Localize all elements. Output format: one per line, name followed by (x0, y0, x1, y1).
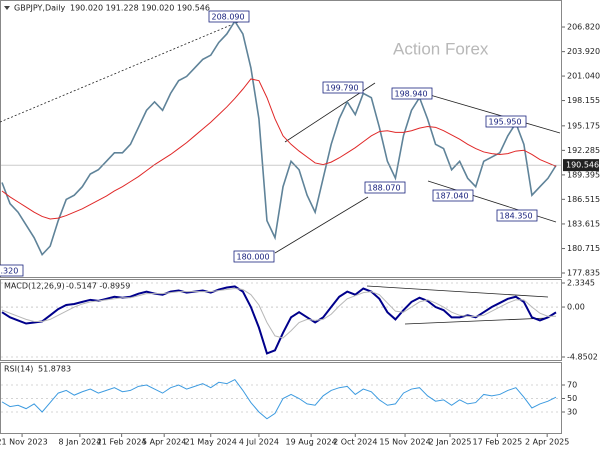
annotation-label: 199.790 (326, 84, 359, 93)
annotation-box (391, 87, 433, 100)
y-tick-label: 30 (567, 408, 577, 417)
x-tick-label: 17 Feb 2025 (472, 438, 522, 447)
chart-title: GBPJPY,Daily (14, 4, 65, 13)
y-tick-label: 50 (567, 394, 577, 403)
y-tick-label: 192.285 (567, 146, 600, 155)
series-line (1, 378, 557, 420)
x-tick-label: 21 Nov 2023 (0, 438, 48, 447)
annotation-label: 188.070 (368, 184, 401, 193)
annotation-box (496, 209, 538, 222)
x-tick-label: 2 Apr 2025 (525, 438, 569, 447)
macd-values: -0.5147 -0.8959 (66, 282, 130, 291)
y-tick-label: 2.3345 (567, 279, 595, 288)
trendline (274, 196, 369, 254)
annotation-box (0, 264, 24, 277)
rsi-panel (0, 362, 562, 434)
annotation-box (485, 115, 527, 128)
series-line (1, 19, 557, 257)
trendline (404, 317, 549, 325)
trendline (366, 285, 549, 298)
ohlc-values: 190.020 191.228 190.020 190.546 (70, 4, 210, 13)
rsi-title: RSI(14) (4, 365, 33, 374)
x-tick-label: 19 Aug 2024 (285, 438, 336, 447)
y-tick-label: 195.175 (567, 121, 600, 130)
current-price-box (563, 159, 599, 172)
annotation-label: 195.950 (489, 118, 522, 127)
x-tick-label: 8 Jan 2024 (58, 438, 101, 447)
series-line (1, 288, 557, 339)
macd-title: MACD(12,26,9) (4, 282, 65, 291)
macd-panel (0, 279, 562, 361)
series-line (1, 78, 557, 220)
y-tick-label: 186.515 (567, 195, 600, 204)
annotation-label: .320 (1, 267, 19, 276)
annotation-label: 208.090 (212, 13, 245, 22)
rsi-value: 51.8783 (38, 365, 71, 374)
x-tick-label: 21 May 2024 (185, 438, 237, 447)
y-tick-label: 180.715 (567, 244, 600, 253)
series-line (1, 285, 557, 355)
annotation-label: 180.000 (237, 253, 270, 262)
y-tick-label: 198.155 (567, 96, 600, 105)
header-icon (4, 6, 10, 10)
y-tick-label: 0.00 (567, 303, 585, 312)
x-tick-label: 2 Oct 2024 (333, 438, 377, 447)
annotation-box (208, 10, 250, 23)
x-tick-label: 5 Apr 2024 (142, 438, 186, 447)
y-tick-label: 177.835 (567, 268, 600, 277)
annotation-box (432, 189, 474, 202)
annotation-box (364, 181, 406, 194)
annotation-label: 187.040 (436, 192, 469, 201)
annotation-box (322, 81, 364, 94)
x-tick-label: 15 Nov 2024 (379, 438, 430, 447)
annotation-label: 184.350 (500, 212, 533, 221)
y-tick-label: 203.920 (567, 47, 600, 56)
y-tick-label: 70 (567, 381, 577, 390)
trendline (0, 16, 251, 123)
y-tick-label: 189.395 (567, 170, 600, 179)
x-tick-label: 4 Jul 2024 (239, 438, 279, 447)
y-tick-label: 206.820 (567, 23, 600, 32)
current-price-label: 190.546 (566, 161, 599, 170)
price-panel (0, 0, 562, 278)
x-tick-label: 21 Feb 2024 (97, 438, 147, 447)
y-tick-label: 201.040 (567, 72, 600, 81)
x-tick-label: 2 Jan 2025 (429, 438, 472, 447)
y-tick-label: 183.615 (567, 219, 600, 228)
annotation-label: 198.940 (395, 90, 428, 99)
watermark: Action Forex (393, 39, 489, 58)
annotation-box (233, 250, 275, 263)
trendlines (0, 16, 561, 325)
y-tick-label: -4.8502 (567, 352, 598, 361)
trendline (429, 94, 561, 134)
